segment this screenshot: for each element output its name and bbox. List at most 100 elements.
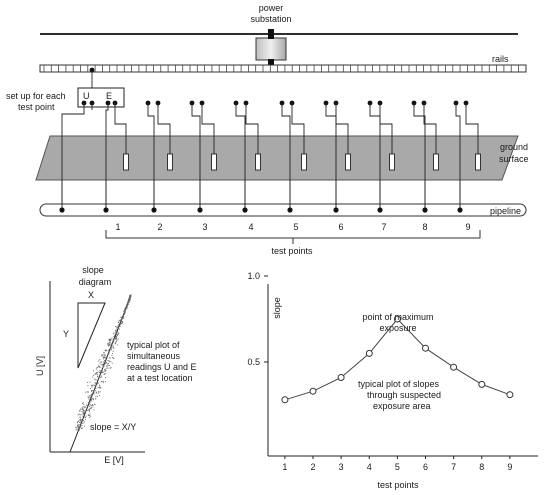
scatter-point: [102, 353, 104, 355]
scatter-point: [122, 316, 125, 318]
scatter-point: [89, 381, 91, 383]
slope-x-mark: X: [88, 290, 94, 300]
scatter-point: [83, 403, 85, 405]
scatter-point: [125, 305, 127, 307]
x-tick-label: 8: [479, 462, 484, 472]
scatter-point: [122, 321, 124, 323]
scatter-point: [93, 384, 96, 386]
scatter-point: [87, 414, 89, 416]
scatter-point: [82, 412, 84, 414]
scatter-point: [91, 389, 93, 391]
scatter-point: [121, 318, 123, 320]
scatter-point: [104, 355, 106, 357]
scatter-point: [88, 411, 90, 413]
scatter-point: [127, 301, 129, 303]
test-wire: [325, 103, 337, 208]
scatter-point: [102, 356, 104, 358]
scatter-point: [108, 352, 110, 354]
scatter-point: [118, 325, 120, 327]
scatter-point: [126, 303, 128, 305]
scatter-point: [97, 382, 99, 384]
scatter-point: [128, 298, 130, 300]
scatter-point: [112, 345, 114, 347]
ground-label-line1: ground: [500, 142, 528, 152]
scatter-point: [108, 360, 110, 362]
scatter-point: [84, 418, 87, 421]
scatter-point: [117, 325, 119, 327]
scatter-point: [105, 373, 107, 375]
slope-note-line2: simultaneous: [127, 351, 181, 361]
scatter-point: [109, 342, 111, 344]
reference-electrode: [123, 153, 129, 171]
scatter-point: [85, 415, 87, 417]
scatter-point: [100, 376, 102, 378]
scatter-point: [105, 356, 107, 358]
scatter-point: [95, 384, 97, 386]
scatter-point: [101, 375, 103, 377]
scatter-point: [89, 406, 91, 408]
scatter-point: [116, 326, 118, 328]
scatter-point: [113, 335, 116, 337]
scatter-point: [102, 382, 104, 384]
scatter-point: [109, 348, 111, 350]
scatter-point: [104, 354, 106, 356]
scatter-point: [85, 391, 87, 393]
measurement-setup-box: [77, 87, 125, 108]
slope-diagram-title-line1: slope: [82, 265, 104, 275]
scatter-point: [108, 362, 110, 364]
scatter-point: [116, 344, 119, 346]
chart-annotation-curve-line3: exposure area: [373, 401, 431, 411]
scatter-point: [83, 425, 86, 427]
scatter-point: [117, 334, 119, 336]
scatter-point: [91, 385, 94, 387]
x-tick-label: 1: [282, 462, 287, 472]
scatter-point: [90, 408, 92, 410]
scatter-point: [90, 400, 92, 402]
slope-point: [422, 344, 429, 352]
scatter-point: [113, 332, 115, 334]
scatter-point: [96, 369, 98, 371]
scatter-point: [78, 427, 80, 429]
slope-diagram-title-line2: diagram: [79, 277, 112, 287]
scatter-point: [115, 342, 117, 344]
scatter-point: [109, 344, 111, 347]
test-point-number: 8: [422, 222, 427, 232]
slope-chart: slope test points 1.0 0.5 1 2 3 4 5 6 7 8 9 point …: [247, 271, 538, 490]
rails-track: [39, 64, 527, 73]
scatter-point: [82, 407, 84, 409]
scatter-point: [79, 414, 81, 416]
test-wire: [413, 103, 426, 208]
scatter-point: [76, 421, 79, 423]
x-tick-label: 3: [339, 462, 344, 472]
scatter-point: [95, 367, 97, 369]
scatter-point: [92, 399, 94, 401]
slope-note-line3: readings U and E: [127, 362, 197, 372]
scatter-point: [91, 386, 93, 388]
scatter-point: [99, 386, 101, 388]
scatter-point: [76, 427, 78, 429]
test-point-wiring: [59, 67, 481, 213]
scatter-point: [90, 407, 93, 409]
scatter-point: [91, 390, 93, 392]
reference-electrode: [389, 153, 395, 171]
scatter-point: [108, 345, 110, 347]
setup-label-line2: test point: [18, 102, 55, 112]
scatter-point: [100, 381, 102, 383]
test-wire: [201, 103, 215, 154]
scatter-point: [88, 408, 90, 410]
scatter-point: [112, 357, 114, 359]
scatter-point: [126, 307, 128, 309]
reference-electrode: [345, 153, 351, 171]
ground-label-line2: surface: [499, 154, 529, 164]
reference-electrode: [211, 153, 217, 171]
scatter-point: [99, 371, 102, 373]
scatter-point: [95, 379, 97, 381]
reference-electrode: [475, 153, 481, 171]
test-point-number: 7: [381, 222, 386, 232]
scatter-point: [105, 380, 107, 383]
scatter-point: [108, 348, 110, 351]
slope-point: [506, 391, 514, 399]
scatter-point: [99, 384, 101, 387]
test-wire: [369, 103, 381, 208]
scatter-point: [108, 361, 110, 363]
